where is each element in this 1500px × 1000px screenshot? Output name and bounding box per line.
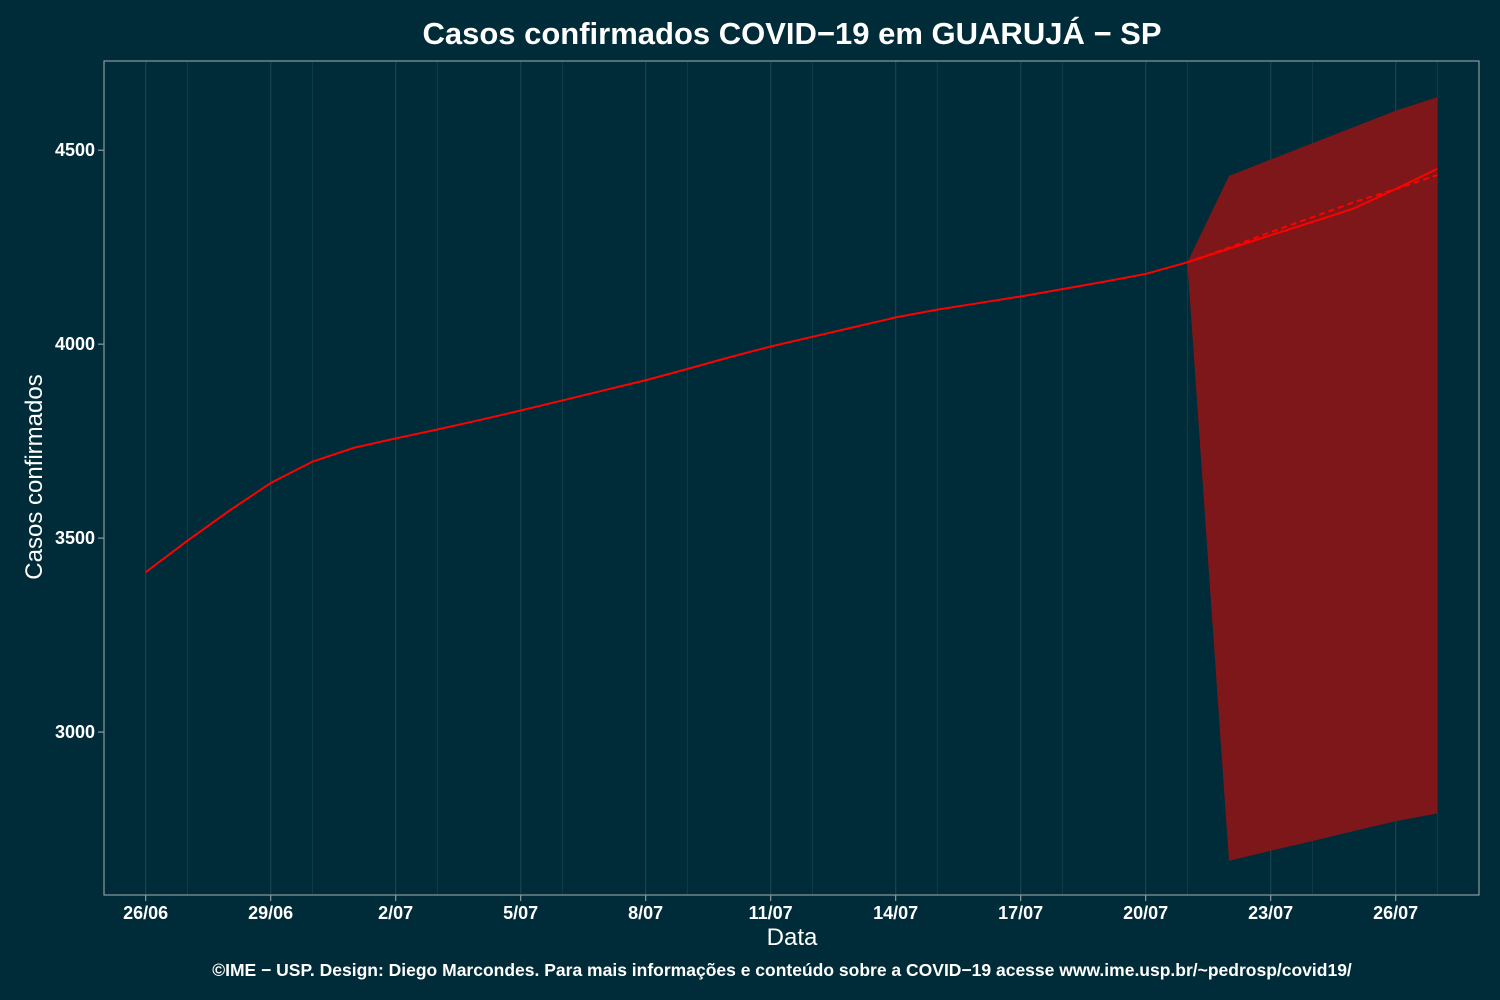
band-layer xyxy=(1187,97,1438,861)
y-axis-label: Casos confirmados xyxy=(21,374,48,579)
x-tick-label: 26/07 xyxy=(1373,903,1418,923)
y-tick-label: 4500 xyxy=(55,140,95,160)
x-tick-label: 2/07 xyxy=(378,903,413,923)
chart-title: Casos confirmados COVID−19 em GUARUJÁ − … xyxy=(422,16,1161,51)
x-tick-label: 26/06 xyxy=(123,903,168,923)
x-tick-label: 14/07 xyxy=(873,903,918,923)
forecast-line-dashed xyxy=(1186,174,1438,264)
axis-layer: 26/06 29/06 2/07 5/07 8/07 11/07 14/07 17/07 20/… xyxy=(55,60,1480,923)
y-tick-label: 3000 xyxy=(55,722,95,742)
x-axis-label: Data xyxy=(767,924,818,951)
x-tick-label: 23/07 xyxy=(1248,903,1293,923)
x-tick-label: 17/07 xyxy=(998,903,1043,923)
prediction-band xyxy=(1187,97,1438,861)
x-tick-label: 5/07 xyxy=(503,903,538,923)
y-tick-label: 3500 xyxy=(55,528,95,548)
x-tick-label: 11/07 xyxy=(749,903,793,923)
x-tick-label: 20/07 xyxy=(1123,903,1168,923)
x-tick-label: 8/07 xyxy=(628,903,663,923)
cases-line xyxy=(145,167,1438,574)
x-tick-label: 29/06 xyxy=(248,903,293,923)
series-layer xyxy=(145,167,1438,574)
plot-panel-border xyxy=(103,60,1480,896)
footer-credit: ©IME − USP. Design: Diego Marcondes. Par… xyxy=(212,960,1352,980)
y-tick-label: 4000 xyxy=(55,334,95,354)
